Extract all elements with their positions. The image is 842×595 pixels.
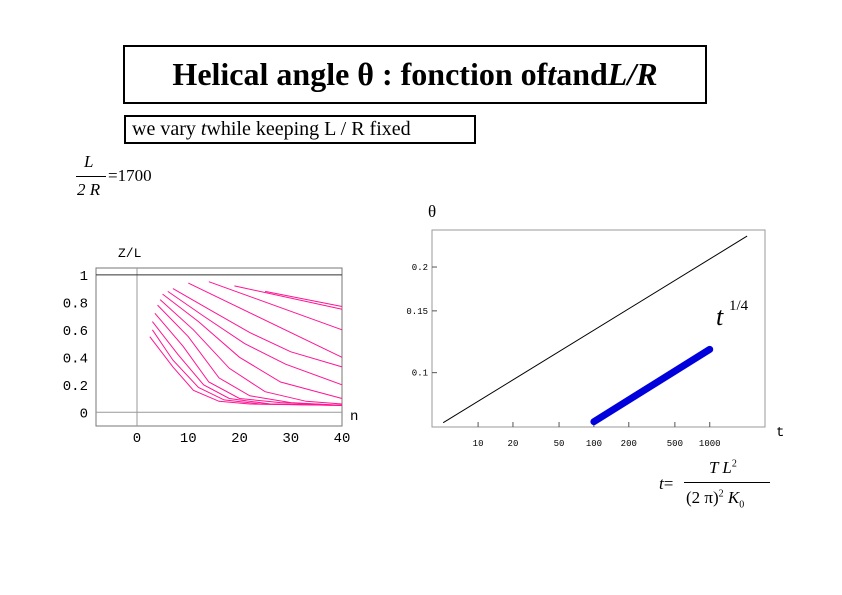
left-y-tick-label: 0 [80, 406, 88, 422]
left-x-tick-label: 20 [231, 431, 248, 447]
ratio-value: 1700 [117, 166, 152, 185]
left-plot-frame [95, 267, 343, 427]
t-formula-denominator: (2 π)2 K0 [686, 488, 745, 511]
t-formula-lhs: t= [659, 474, 674, 493]
t-formula-numerator: T L2 [709, 458, 737, 477]
left-curve [188, 282, 343, 358]
left-x-tick-label: 0 [133, 431, 141, 447]
right-x-tick-label: 10 [473, 439, 484, 449]
left-ylabel: Z/L [118, 246, 141, 261]
subtitle-var: t [200, 118, 207, 140]
right-ylabel: θ [428, 202, 436, 221]
title-mid: and [556, 56, 608, 92]
left-y-tick-label: 0.4 [63, 351, 88, 367]
title-var-t: t [547, 56, 557, 92]
annotation-base: t [716, 302, 724, 331]
left-curve [154, 312, 343, 406]
left-curve [162, 293, 343, 399]
right-x-tick-label: 50 [554, 439, 565, 449]
left-y-tick-label: 0.2 [63, 379, 88, 395]
t-formula-bar [684, 482, 770, 483]
right-y-tick-label: 0.2 [412, 263, 428, 273]
ratio-numerator: L [84, 152, 94, 171]
left-x-tick-label: 10 [180, 431, 197, 447]
right-chart: 10 20 50 100 200 500 1000 0.1 0.15 0.2 θ t t 1/4 [406, 202, 784, 449]
title-prefix: Helical angle θ : fonction of [172, 56, 548, 92]
title-box: Helical angle θ : fonction of t and L/R [123, 45, 707, 104]
right-thick-line [590, 345, 714, 426]
right-x-tick-label: 500 [667, 439, 683, 449]
left-curve [152, 321, 343, 406]
left-curve [159, 299, 343, 405]
left-curve [234, 285, 343, 310]
right-x-tick-label: 1000 [699, 439, 721, 449]
right-thin-line [442, 235, 748, 424]
annotation-exponent: 1/4 [729, 298, 749, 314]
left-xlabel: n [350, 409, 358, 425]
left-curve [172, 288, 343, 368]
left-curve [208, 281, 343, 331]
right-xlabel: t [776, 425, 784, 441]
left-y-tick-label: 0.6 [63, 324, 88, 340]
left-y-tick-label: 0.8 [63, 296, 88, 312]
left-x-tick-label: 30 [282, 431, 299, 447]
left-curve [167, 290, 343, 386]
subtitle-prefix: we vary [132, 118, 196, 140]
right-plot-frame [431, 229, 766, 428]
title-var-lr: L/R [607, 56, 658, 92]
ratio-equals: =1700 [108, 166, 152, 185]
ratio-fraction-bar [76, 176, 106, 177]
subtitle-suffix: while keeping L / R fixed [206, 118, 411, 140]
right-y-tick-label: 0.1 [412, 369, 428, 379]
left-chart: 0 10 20 30 40 0 0.2 0.4 0.6 0.8 1 Z/L n [63, 246, 359, 447]
ratio-denominator: 2 R [77, 180, 101, 199]
subtitle-box: we vary t while keeping L / R fixed [124, 115, 476, 144]
right-y-tick-label: 0.15 [406, 307, 428, 317]
right-x-tick-label: 20 [508, 439, 519, 449]
left-y-tick-label: 1 [80, 269, 88, 285]
left-curve [265, 290, 343, 307]
right-x-tick-label: 200 [621, 439, 637, 449]
right-x-tick-label: 100 [586, 439, 602, 449]
left-x-tick-label: 40 [334, 431, 351, 447]
left-curve [149, 336, 343, 406]
